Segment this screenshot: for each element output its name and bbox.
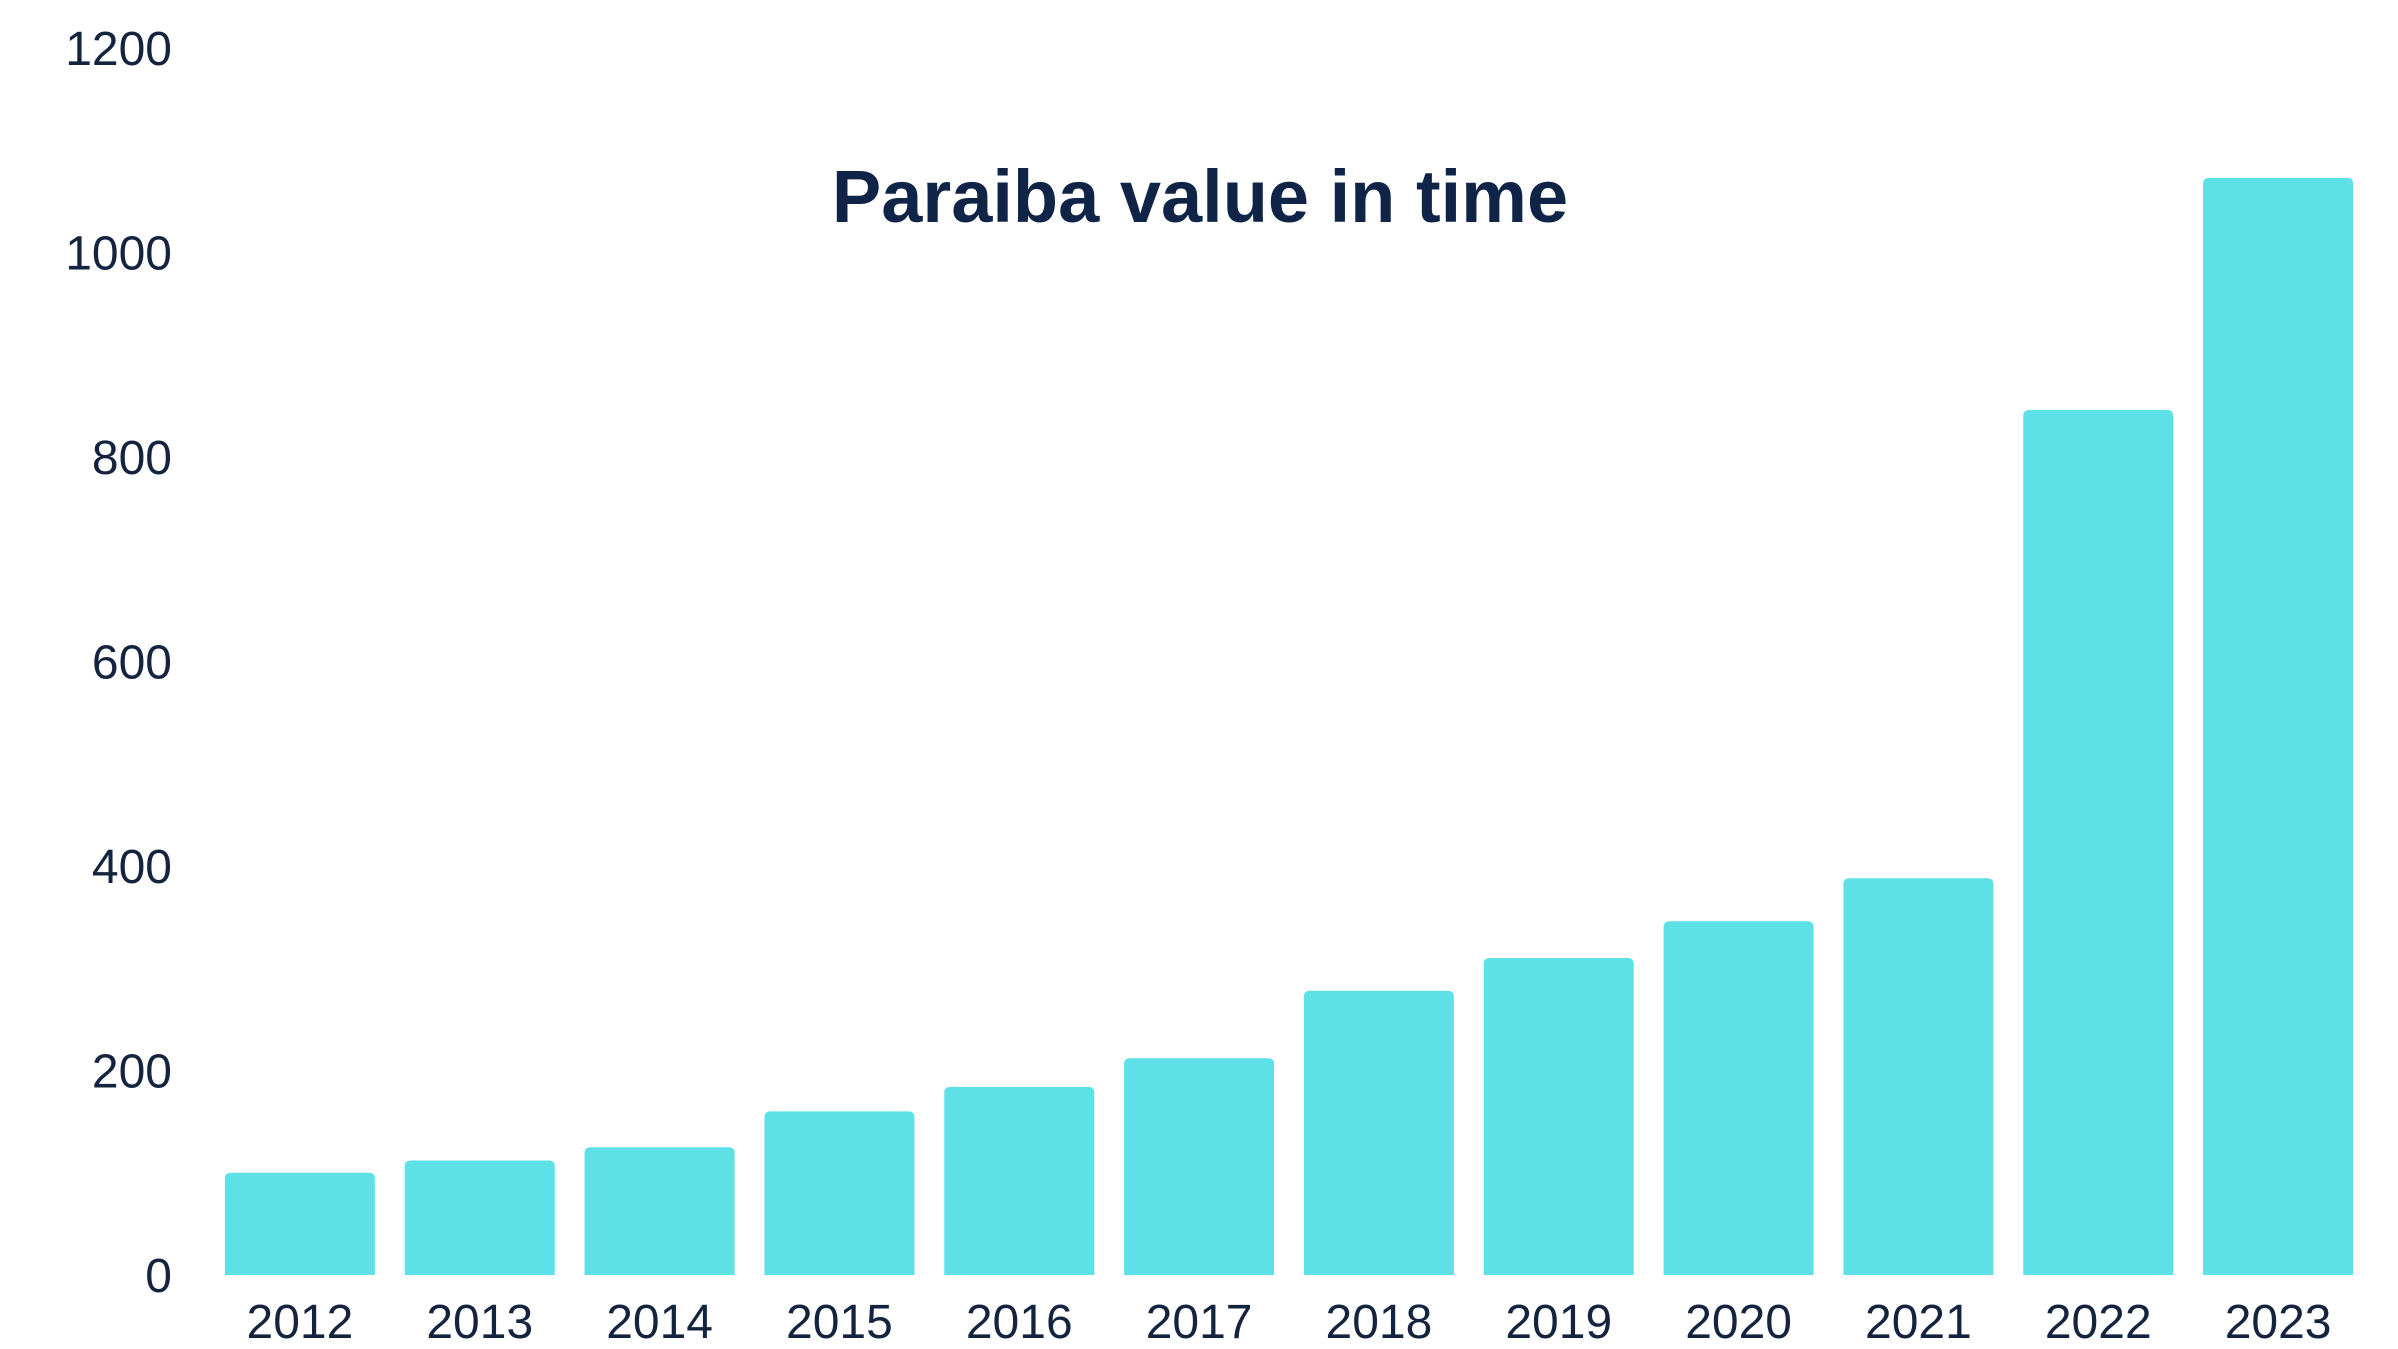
y-tick-label: 800 xyxy=(92,432,172,485)
bars-group xyxy=(224,177,2354,1276)
y-tick-label: 1000 xyxy=(65,228,172,281)
y-tick-label: 1200 xyxy=(65,23,172,76)
bar-2015 xyxy=(764,1111,915,1275)
x-tick-label: 2022 xyxy=(2045,1296,2152,1349)
x-tick-label: 2016 xyxy=(966,1296,1073,1349)
bar-2018 xyxy=(1303,990,1454,1275)
y-axis-tick-labels: 0 200 400 600 800 1000 1200 xyxy=(65,23,172,1303)
bar-2020 xyxy=(1663,921,1814,1275)
x-tick-label: 2012 xyxy=(247,1296,354,1349)
bar-2014 xyxy=(584,1147,735,1275)
bar-2013 xyxy=(404,1160,555,1275)
x-tick-label: 2014 xyxy=(606,1296,713,1349)
x-tick-label: 2019 xyxy=(1505,1296,1612,1349)
x-tick-label: 2018 xyxy=(1326,1296,1433,1349)
bar-2023 xyxy=(2203,177,2354,1275)
bar-2022 xyxy=(2023,409,2174,1276)
x-tick-label: 2013 xyxy=(426,1296,533,1349)
x-tick-label: 2023 xyxy=(2225,1296,2332,1349)
bar-2019 xyxy=(1483,958,1634,1275)
x-tick-label: 2020 xyxy=(1685,1296,1792,1349)
bar-2016 xyxy=(944,1086,1095,1275)
bar-2021 xyxy=(1843,878,1994,1275)
bar-2017 xyxy=(1124,1058,1275,1275)
y-tick-label: 0 xyxy=(145,1250,172,1303)
chart-title: Paraiba value in time xyxy=(832,155,1568,238)
y-tick-label: 400 xyxy=(92,841,172,894)
x-tick-label: 2015 xyxy=(786,1296,893,1349)
x-axis-tick-labels: 2012 2013 2014 2015 2016 2017 2018 2019 2020 2021… xyxy=(247,1296,2332,1349)
y-tick-label: 200 xyxy=(92,1046,172,1099)
x-tick-label: 2021 xyxy=(1865,1296,1972,1349)
x-tick-label: 2017 xyxy=(1146,1296,1253,1349)
bar-2012 xyxy=(224,1172,375,1275)
y-tick-label: 600 xyxy=(92,637,172,690)
